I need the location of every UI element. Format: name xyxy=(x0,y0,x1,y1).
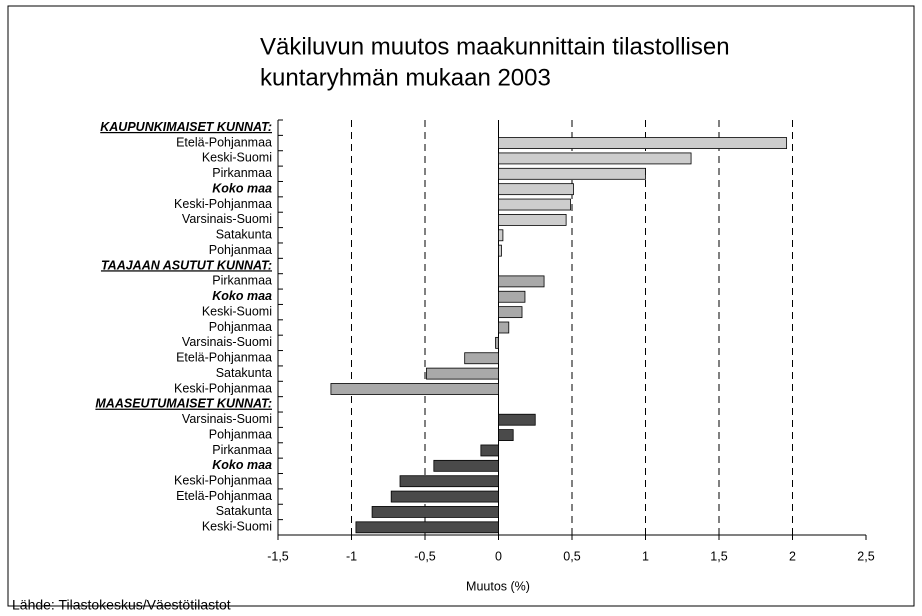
bar xyxy=(498,275,545,288)
y-tick-label: Keski-Pohjanmaa xyxy=(174,474,272,488)
y-tick-label: Pirkanmaa xyxy=(212,274,272,288)
x-tick-label: 1,5 xyxy=(710,549,727,563)
y-tick-label: Keski-Suomi xyxy=(202,520,272,534)
y-tick-label: Satakunta xyxy=(216,504,272,518)
bar xyxy=(498,229,504,242)
bar xyxy=(433,459,499,472)
bar xyxy=(498,183,574,196)
x-axis-label: Muutos (%) xyxy=(466,579,530,593)
y-tick-label: Koko maa xyxy=(212,289,272,303)
y-tick-label: Varsinais-Suomi xyxy=(182,412,272,426)
bar xyxy=(498,321,510,334)
bar xyxy=(498,137,788,149)
y-tick-label: Varsinais-Suomi xyxy=(182,212,272,226)
bar xyxy=(399,475,499,488)
bar xyxy=(498,290,526,303)
bar xyxy=(330,383,499,395)
x-tick-label: 0 xyxy=(495,549,502,563)
bar xyxy=(498,152,692,165)
x-tick-label: 2 xyxy=(789,549,796,563)
y-tick-label: Pohjanmaa xyxy=(209,243,272,257)
y-tick-label: Etelä-Pohjanmaa xyxy=(176,489,272,503)
bar xyxy=(498,167,646,180)
bar xyxy=(498,214,567,226)
y-tick-label: Keski-Pohjanmaa xyxy=(174,381,272,395)
y-tick-label: Pirkanmaa xyxy=(212,166,272,180)
bar xyxy=(498,429,514,441)
bar xyxy=(371,506,499,518)
x-tick-label: -1 xyxy=(346,549,357,563)
bar xyxy=(498,306,523,319)
bar xyxy=(390,490,499,503)
bar xyxy=(498,198,571,211)
bar xyxy=(355,521,499,534)
y-tick-label: Varsinais-Suomi xyxy=(182,335,272,349)
y-tick-label: Keski-Suomi xyxy=(202,304,272,318)
y-tick-label: Koko maa xyxy=(212,181,272,195)
group-header: MAASEUTUMAISET KUNNAT: xyxy=(95,397,272,411)
x-tick-label: -1,5 xyxy=(267,549,289,563)
y-tick-label: Satakunta xyxy=(216,366,272,380)
y-tick-label: Etelä-Pohjanmaa xyxy=(176,135,272,149)
chart-title: kuntaryhmän mukaan 2003 xyxy=(260,64,551,91)
frame xyxy=(7,5,915,607)
y-tick-label: Pohjanmaa xyxy=(209,427,272,441)
y-tick-label: Pohjanmaa xyxy=(209,320,272,334)
bar xyxy=(498,413,536,426)
group-header: TAAJAAN ASUTUT KUNNAT: xyxy=(101,258,272,272)
x-tick-label: 1 xyxy=(642,549,649,563)
y-tick-label: Koko maa xyxy=(212,458,272,472)
bar xyxy=(498,244,502,257)
y-tick-label: Pirkanmaa xyxy=(212,443,272,457)
y-tick-label: Satakunta xyxy=(216,228,272,242)
bar xyxy=(495,336,499,349)
x-tick-label: 2,5 xyxy=(857,549,874,563)
chart-title: Väkiluvun muutos maakunnittain tilastoll… xyxy=(260,33,730,60)
x-tick-label: 0,5 xyxy=(563,549,580,563)
source-note: Lähde: Tilastokeskus/Väestötilastot xyxy=(12,597,231,613)
bar xyxy=(426,367,499,380)
y-tick-label: Etelä-Pohjanmaa xyxy=(176,351,272,365)
bar xyxy=(480,444,499,457)
group-header: KAUPUNKIMAISET KUNNAT: xyxy=(100,120,272,134)
y-tick-label: Keski-Pohjanmaa xyxy=(174,197,272,211)
bar xyxy=(464,352,499,365)
x-tick-label: -0,5 xyxy=(414,549,436,563)
y-tick-label: Keski-Suomi xyxy=(202,151,272,165)
